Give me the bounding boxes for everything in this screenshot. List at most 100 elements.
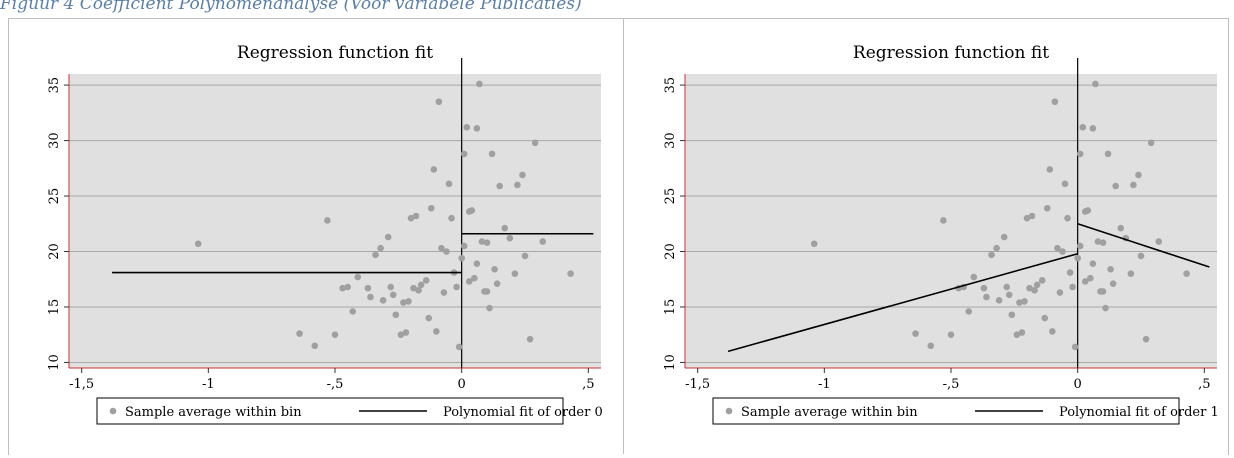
data-point — [364, 284, 372, 292]
data-point — [1104, 150, 1112, 158]
data-point — [912, 330, 919, 337]
plot-area — [69, 74, 601, 368]
data-point — [940, 217, 947, 224]
data-point — [1003, 283, 1011, 291]
data-point — [1094, 238, 1102, 245]
y-tick-label: 30 — [47, 132, 62, 149]
data-point — [471, 274, 478, 282]
data-point — [324, 217, 331, 224]
data-point — [425, 314, 433, 322]
chart-svg-right: Regression function fit101520253035-1,5-… — [663, 43, 1219, 425]
data-point — [311, 342, 319, 350]
data-point — [296, 330, 303, 337]
data-point — [1056, 289, 1064, 296]
data-point — [463, 123, 471, 131]
data-point — [1183, 270, 1190, 277]
chart-title: Regression function fit — [853, 43, 1049, 63]
y-tick-label: 25 — [47, 188, 62, 205]
y-tick-label: 15 — [47, 299, 62, 316]
x-tick-label: -1,5 — [69, 377, 94, 392]
data-point — [422, 277, 430, 284]
data-point — [435, 98, 443, 106]
y-tick-label: 15 — [663, 299, 678, 316]
plot-area — [685, 74, 1217, 368]
data-point — [377, 244, 384, 252]
data-point — [1018, 329, 1026, 336]
data-point — [1051, 98, 1059, 106]
data-point — [367, 293, 374, 301]
data-point — [1107, 265, 1114, 273]
data-point — [1089, 125, 1097, 132]
data-point — [1038, 277, 1046, 284]
data-point — [539, 238, 547, 245]
data-point — [194, 240, 202, 248]
data-point — [506, 234, 514, 242]
data-point — [1064, 214, 1071, 222]
data-point — [460, 150, 468, 158]
data-point — [1135, 171, 1142, 179]
data-point — [947, 331, 955, 339]
x-tick-label: -,5 — [327, 377, 344, 392]
data-point — [1026, 284, 1033, 292]
data-point — [1084, 207, 1092, 214]
x-tick-label: -,5 — [943, 377, 960, 392]
data-point — [1059, 248, 1066, 255]
data-point — [438, 244, 445, 252]
data-point — [453, 283, 460, 291]
data-point — [430, 166, 438, 173]
data-point — [468, 207, 476, 214]
data-point — [407, 214, 415, 222]
data-point — [344, 283, 351, 291]
data-point — [1021, 298, 1028, 305]
data-point — [1066, 269, 1074, 276]
data-point — [567, 270, 574, 277]
data-point — [1074, 254, 1081, 262]
data-point — [519, 171, 526, 179]
figure-caption: Figuur 4 Coëfficiënt Polynomenanalyse (V… — [0, 0, 582, 14]
data-point — [1008, 311, 1016, 319]
data-point — [412, 212, 420, 220]
data-point — [478, 238, 486, 245]
data-point — [1069, 283, 1076, 291]
data-point — [465, 278, 473, 285]
legend-marker-points — [109, 407, 117, 415]
data-point — [1023, 214, 1031, 222]
y-tick-label: 25 — [663, 188, 678, 205]
data-point — [1092, 80, 1099, 88]
x-tick-label: ,5 — [1198, 377, 1210, 392]
data-point — [993, 244, 1000, 252]
data-point — [1013, 331, 1021, 339]
data-point — [1000, 233, 1008, 241]
data-point — [1061, 180, 1069, 188]
data-point — [402, 329, 410, 336]
data-point — [379, 297, 387, 304]
x-tick-label: -1 — [202, 377, 215, 392]
data-point — [389, 291, 397, 299]
legend — [712, 397, 1180, 425]
data-point — [354, 273, 362, 281]
data-point — [1102, 304, 1109, 312]
data-point — [443, 248, 450, 255]
data-point — [1147, 139, 1155, 147]
data-point — [1016, 299, 1023, 306]
data-point — [1130, 181, 1137, 189]
data-point — [1005, 291, 1013, 299]
data-point — [1142, 335, 1150, 343]
data-point — [392, 311, 400, 319]
chart-panel-left: Regression function fit 10 15 20 25 30 35 -1,5-… — [9, 18, 619, 454]
data-point — [448, 214, 455, 222]
data-point — [473, 260, 481, 268]
data-point — [440, 289, 448, 296]
data-point — [1043, 204, 1051, 212]
data-point — [1109, 280, 1117, 287]
x-tick-label: 0 — [1074, 377, 1082, 392]
data-point — [1087, 274, 1094, 282]
fit-line — [727, 252, 1078, 353]
data-point — [970, 273, 978, 281]
y-tick-label: 35 — [47, 77, 62, 94]
data-point — [405, 298, 412, 305]
data-point — [1076, 150, 1084, 158]
data-point — [455, 343, 463, 351]
data-point — [483, 288, 491, 295]
data-point — [387, 283, 395, 291]
